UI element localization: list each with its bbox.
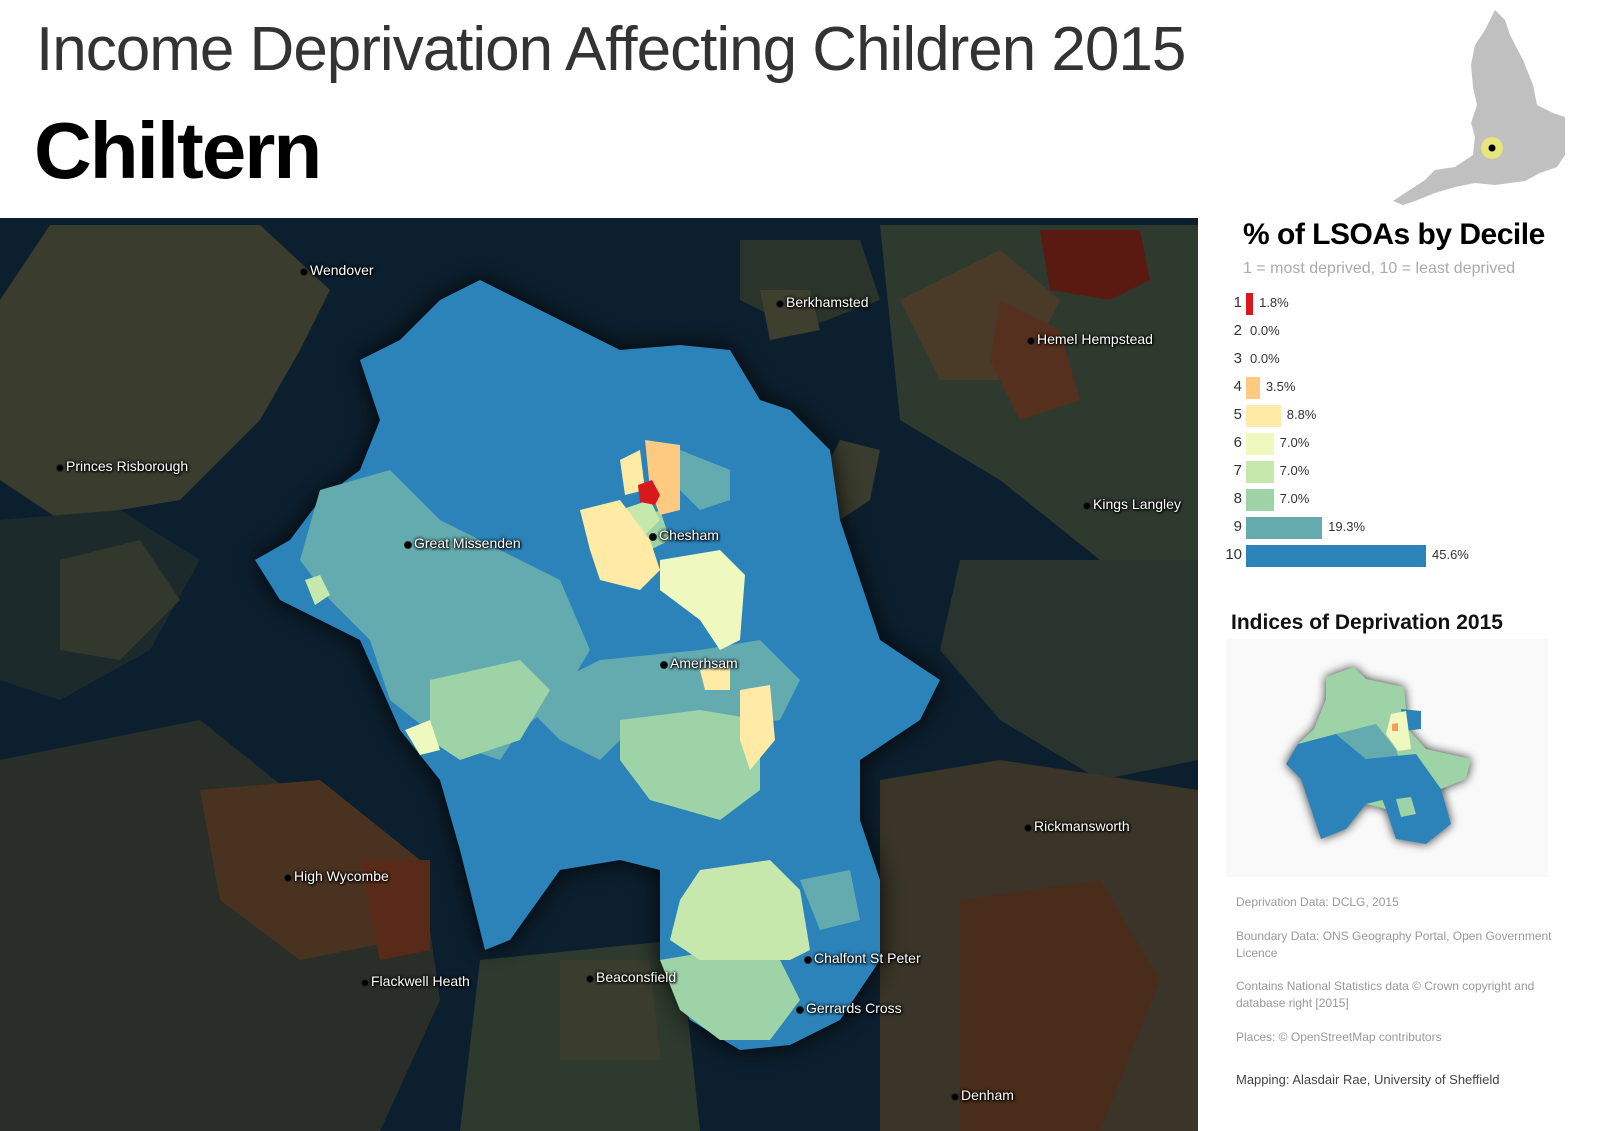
place-gerrards-cross: Gerrards Cross [796, 1000, 902, 1016]
place-label: Rickmansworth [1034, 818, 1130, 834]
place-flackwell-heath: Flackwell Heath [361, 973, 470, 989]
england-shape [1393, 10, 1565, 205]
decile-bar [1246, 461, 1274, 483]
place-label: Amerhsam [670, 655, 738, 671]
place-dot-icon [586, 975, 594, 983]
place-label: Denham [961, 1087, 1014, 1103]
main-map[interactable]: Wendover Berkhamsted Hemel Hempstead Pri… [0, 218, 1198, 1131]
place-label: Kings Langley [1093, 496, 1181, 512]
place-dot-icon [300, 268, 308, 276]
decile-number: 10 [1225, 546, 1242, 563]
decile-number: 3 [1233, 350, 1242, 367]
place-dot-icon [1083, 502, 1091, 510]
credit-author: Mapping: Alasdair Rae, University of She… [1236, 1072, 1500, 1087]
place-dot-icon [804, 956, 812, 964]
place-label: Beaconsfield [596, 969, 677, 985]
decile-value: 8.8% [1286, 407, 1317, 422]
place-dot-icon [649, 533, 657, 541]
decile-value: 19.3% [1328, 519, 1366, 534]
decile-number: 8 [1233, 490, 1242, 507]
decile-value: 3.5% [1265, 379, 1296, 394]
place-amersham: Amerhsam [660, 655, 738, 671]
place-beaconsfield: Beaconsfield [586, 969, 676, 985]
decile-number: 9 [1233, 518, 1242, 535]
place-wendover: Wendover [300, 262, 374, 278]
credit-places: Places: © OpenStreetMap contributors [1236, 1030, 1442, 1044]
place-label: Princes Risborough [66, 458, 189, 474]
place-berkhamsted: Berkhamsted [776, 294, 868, 310]
credit-ons: Contains National Statistics data © Crow… [1236, 979, 1535, 1010]
chiltern-marker [1488, 144, 1496, 152]
inset-title: Indices of Deprivation 2015 [1231, 611, 1503, 634]
decile-number: 4 [1233, 378, 1242, 395]
place-high-wycombe: High Wycombe [284, 868, 389, 884]
decile-value: 7.0% [1279, 435, 1310, 450]
decile-value: 7.0% [1279, 491, 1310, 506]
place-dot-icon [56, 464, 64, 472]
decile-value: 0.0% [1250, 351, 1280, 366]
decile-number: 5 [1233, 406, 1242, 423]
decile-bar [1246, 293, 1254, 315]
decile-number: 6 [1233, 434, 1242, 451]
place-dot-icon [660, 661, 668, 669]
decile-value: 1.8% [1259, 295, 1289, 310]
decile-number: 1 [1233, 294, 1242, 311]
decile-value: 45.6% [1432, 547, 1469, 562]
place-dot-icon [284, 874, 292, 882]
place-dot-icon [1027, 337, 1035, 345]
place-kings-langley: Kings Langley [1083, 496, 1181, 512]
place-chesham: Chesham [649, 527, 719, 543]
place-rickmansworth: Rickmansworth [1024, 818, 1130, 834]
choropleth-svg [0, 225, 1198, 1131]
place-label: Berkhamsted [786, 294, 869, 310]
decile-value: 7.0% [1279, 463, 1310, 478]
place-princes-risborough: Princes Risborough [56, 458, 188, 474]
decile-bar [1246, 405, 1281, 427]
place-label: Chesham [659, 527, 719, 543]
place-dot-icon [361, 979, 369, 987]
decile-number: 2 [1233, 322, 1242, 339]
credit-deprivation: Deprivation Data: DCLG, 2015 [1236, 895, 1399, 909]
decile-number: 7 [1233, 462, 1242, 479]
place-denham: Denham [951, 1087, 1014, 1103]
place-great-missenden: Great Missenden [404, 535, 521, 551]
chiltern-district [255, 280, 940, 1050]
decile-bar [1246, 377, 1260, 399]
place-label: Flackwell Heath [371, 973, 470, 989]
map-title: Income Deprivation Affecting Children 20… [36, 15, 1186, 84]
place-dot-icon [1024, 824, 1032, 832]
england-locator-map [1393, 10, 1565, 205]
place-dot-icon [951, 1093, 959, 1101]
place-label: High Wycombe [294, 868, 389, 884]
place-label: Gerrards Cross [806, 1000, 902, 1016]
area-name: Chiltern [34, 106, 322, 195]
decile-value: 0.0% [1250, 323, 1280, 338]
decile-bar [1246, 433, 1274, 455]
decile-bar [1246, 545, 1426, 567]
credit-boundary: Boundary Data: ONS Geography Portal, Ope… [1236, 929, 1552, 960]
place-label: Chalfont St Peter [814, 950, 921, 966]
place-label: Wendover [310, 262, 374, 278]
place-dot-icon [776, 300, 784, 308]
surrounding-areas [0, 225, 1198, 1131]
decile-bar [1246, 489, 1274, 511]
place-hemel-hempstead: Hemel Hempstead [1027, 331, 1153, 347]
place-dot-icon [796, 1006, 804, 1014]
place-label: Great Missenden [414, 535, 521, 551]
inset-map-svg [1286, 667, 1471, 844]
decile-bar [1246, 517, 1323, 539]
place-dot-icon [404, 541, 412, 549]
place-chalfont-st-peter: Chalfont St Peter [804, 950, 921, 966]
legend-title: % of LSOAs by Decile [1243, 218, 1545, 251]
inset-map [1226, 639, 1548, 877]
legend-subtitle: 1 = most deprived, 10 = least deprived [1243, 260, 1516, 277]
place-label: Hemel Hempstead [1037, 331, 1153, 347]
